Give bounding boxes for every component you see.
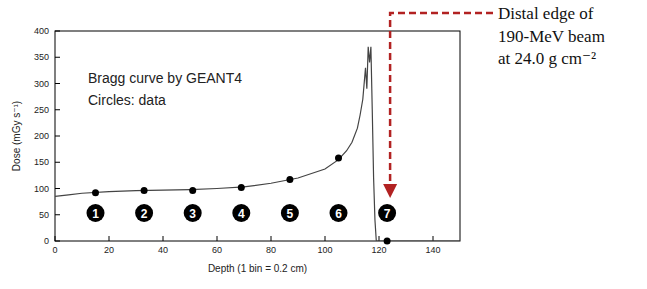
x-tick <box>325 236 326 241</box>
x-tick <box>433 236 434 241</box>
point-label: 3 <box>189 207 196 221</box>
y-tick-label: 100 <box>34 184 49 194</box>
point-label-badge <box>330 204 348 222</box>
y-tick-label: 0 <box>44 236 49 246</box>
y-tick-label: 300 <box>34 79 49 89</box>
y-tick-label: 150 <box>34 157 49 167</box>
y-axis-label: Dose (mGy s⁻¹) <box>11 101 22 171</box>
callout-text: Distal edge of <box>498 4 594 23</box>
data-point <box>335 155 342 162</box>
y-tick-label: 200 <box>34 131 49 141</box>
callout-arrowhead <box>383 184 397 198</box>
bragg-curve <box>55 47 460 241</box>
x-tick <box>271 236 272 241</box>
plot-frame <box>55 31 460 241</box>
point-label-badge <box>184 204 202 222</box>
x-tick-label: 20 <box>104 245 114 255</box>
points-group <box>92 155 391 245</box>
x-tick <box>163 236 164 241</box>
labels-group: 1 2 3 4 5 6 7 <box>87 204 397 222</box>
y-tick <box>55 31 60 32</box>
point-label-badge <box>135 204 153 222</box>
annotation: Circles: data <box>88 92 166 108</box>
data-point <box>189 187 196 194</box>
y-tick <box>55 136 60 137</box>
point-label: 7 <box>384 207 391 221</box>
x-tick-label: 60 <box>212 245 222 255</box>
x-tick <box>217 236 218 241</box>
point-label-badge <box>281 204 299 222</box>
data-point <box>92 189 99 196</box>
data-point <box>286 176 293 183</box>
point-label: 4 <box>238 207 245 221</box>
y-tick <box>55 57 60 58</box>
y-tick <box>55 188 60 189</box>
x-tick-label: 40 <box>158 245 168 255</box>
y-tick <box>55 241 60 242</box>
data-point <box>238 184 245 191</box>
point-label: 2 <box>141 207 148 221</box>
point-label: 1 <box>92 207 99 221</box>
data-point <box>384 238 391 245</box>
x-tick-label: 80 <box>266 245 276 255</box>
callout-text: at 24.0 g cm⁻² <box>498 49 596 68</box>
x-tick-label: 140 <box>425 245 440 255</box>
y-tick <box>55 214 60 215</box>
chart-svg: 0204060801001201400501001502002503003504… <box>0 0 647 289</box>
y-tick-label: 250 <box>34 105 49 115</box>
y-tick <box>55 162 60 163</box>
y-tick <box>55 109 60 110</box>
x-tick <box>55 236 56 241</box>
point-label: 5 <box>287 207 294 221</box>
y-tick-label: 50 <box>39 210 49 220</box>
plot-area <box>55 47 460 241</box>
callout-text: 190-MeV beam <box>498 27 605 46</box>
y-tick <box>55 83 60 84</box>
x-tick <box>379 236 380 241</box>
y-tick-label: 350 <box>34 52 49 62</box>
x-axis-label: Depth (1 bin = 0.2 cm) <box>208 263 307 274</box>
callout-arrow <box>390 13 493 186</box>
point-label-badge <box>232 204 250 222</box>
point-label-badge <box>87 204 105 222</box>
chart-container: 0204060801001201400501001502002503003504… <box>0 0 647 289</box>
point-label-badge <box>378 204 396 222</box>
y-tick-label: 400 <box>34 26 49 36</box>
x-tick-label: 120 <box>371 245 386 255</box>
x-tick <box>109 236 110 241</box>
x-tick-label: 100 <box>317 245 332 255</box>
point-label: 6 <box>335 207 342 221</box>
annotation: Bragg curve by GEANT4 <box>88 70 242 86</box>
data-point <box>141 187 148 194</box>
x-tick-label: 0 <box>52 245 57 255</box>
